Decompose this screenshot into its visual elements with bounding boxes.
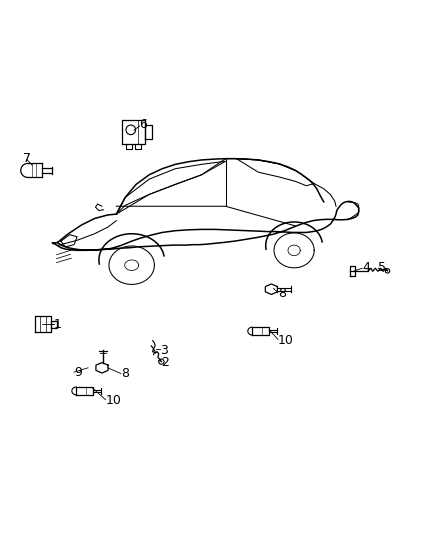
Text: 2: 2 — [161, 356, 169, 369]
Text: 10: 10 — [106, 394, 121, 407]
Text: 8: 8 — [278, 287, 286, 300]
Text: 9: 9 — [74, 366, 82, 378]
Text: 10: 10 — [278, 334, 294, 347]
Text: 3: 3 — [160, 344, 168, 357]
Text: 1: 1 — [54, 318, 62, 330]
Text: 8: 8 — [121, 367, 129, 380]
Text: 4: 4 — [362, 261, 370, 274]
Text: 5: 5 — [378, 261, 386, 274]
Text: 6: 6 — [140, 118, 148, 131]
Text: 7: 7 — [23, 152, 32, 165]
